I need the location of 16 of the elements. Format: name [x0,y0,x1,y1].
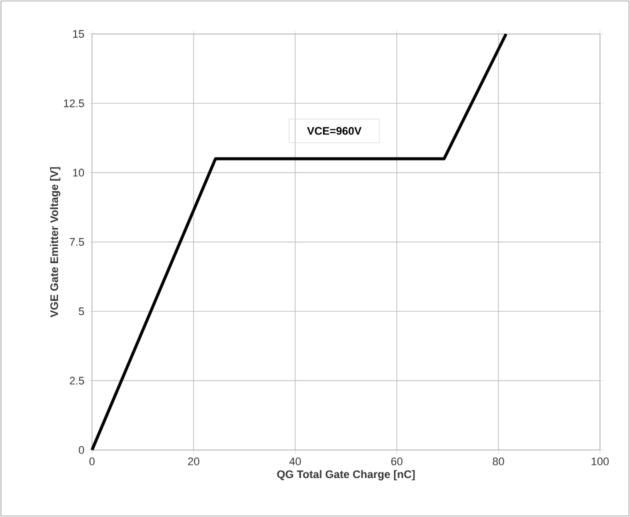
x-tick-label: 0 [89,458,95,466]
y-axis-title: VGE Gate Emitter Voltage [V] [50,167,60,318]
x-tick-label: 20 [188,458,200,466]
y-tick-label: 0 [78,446,84,454]
x-tick-label: 40 [289,458,301,466]
x-tick-label: 80 [492,458,504,466]
x-tick-label: 100 [592,458,609,466]
y-tick-label: 2.5 [70,376,84,385]
y-tick-label: 7.5 [70,238,84,246]
y-tick-label: 15 [73,30,84,38]
annotation: VCE=960V [307,127,362,135]
y-tick-label: 10 [73,168,84,177]
y-tick-label: 5 [78,308,84,316]
y-tick-label: 12.5 [64,99,84,108]
x-tick-label: 60 [391,458,402,466]
x-axis-title: QG Total Gate Charge [nC] [277,470,415,480]
